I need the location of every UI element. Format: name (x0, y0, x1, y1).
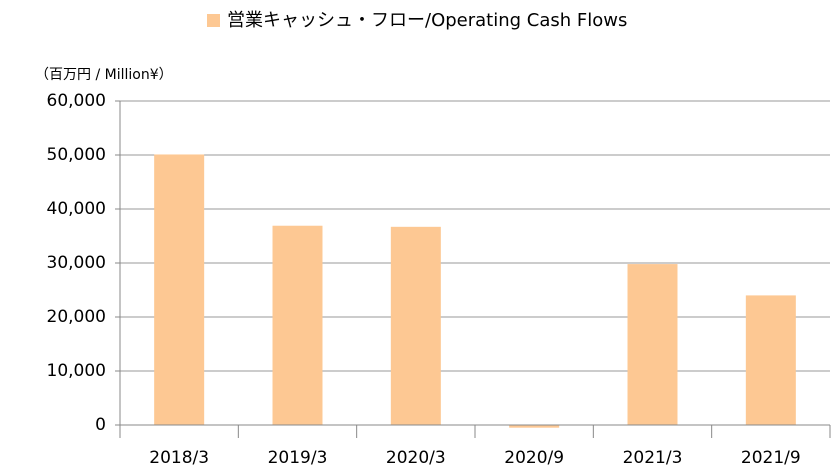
unit-label: （百万円 / Million¥） (35, 67, 173, 83)
x-tick-label: 2019/3 (268, 448, 328, 468)
x-tick-label: 2021/9 (741, 448, 801, 468)
y-tick-label: 20,000 (47, 307, 106, 327)
y-tick-label: 30,000 (47, 253, 106, 273)
x-tick-label: 2020/9 (504, 448, 564, 468)
bar (154, 154, 205, 425)
x-tick-label: 2020/3 (386, 448, 446, 468)
bar (627, 264, 678, 425)
legend-label: 営業キャッシュ・フロー/Operating Cash Flows (227, 10, 627, 31)
y-tick-label: 10,000 (47, 361, 106, 381)
y-tick-label: 0 (95, 415, 106, 435)
bar (509, 425, 560, 428)
bar (390, 226, 441, 425)
y-tick-label: 50,000 (47, 145, 106, 165)
x-tick-label: 2021/3 (623, 448, 683, 468)
y-tick-label: 40,000 (47, 199, 106, 219)
legend-swatch (207, 14, 220, 27)
x-tick-label: 2018/3 (149, 448, 209, 468)
bar (272, 225, 323, 425)
bar (745, 295, 796, 425)
y-tick-label: 60,000 (47, 91, 106, 111)
